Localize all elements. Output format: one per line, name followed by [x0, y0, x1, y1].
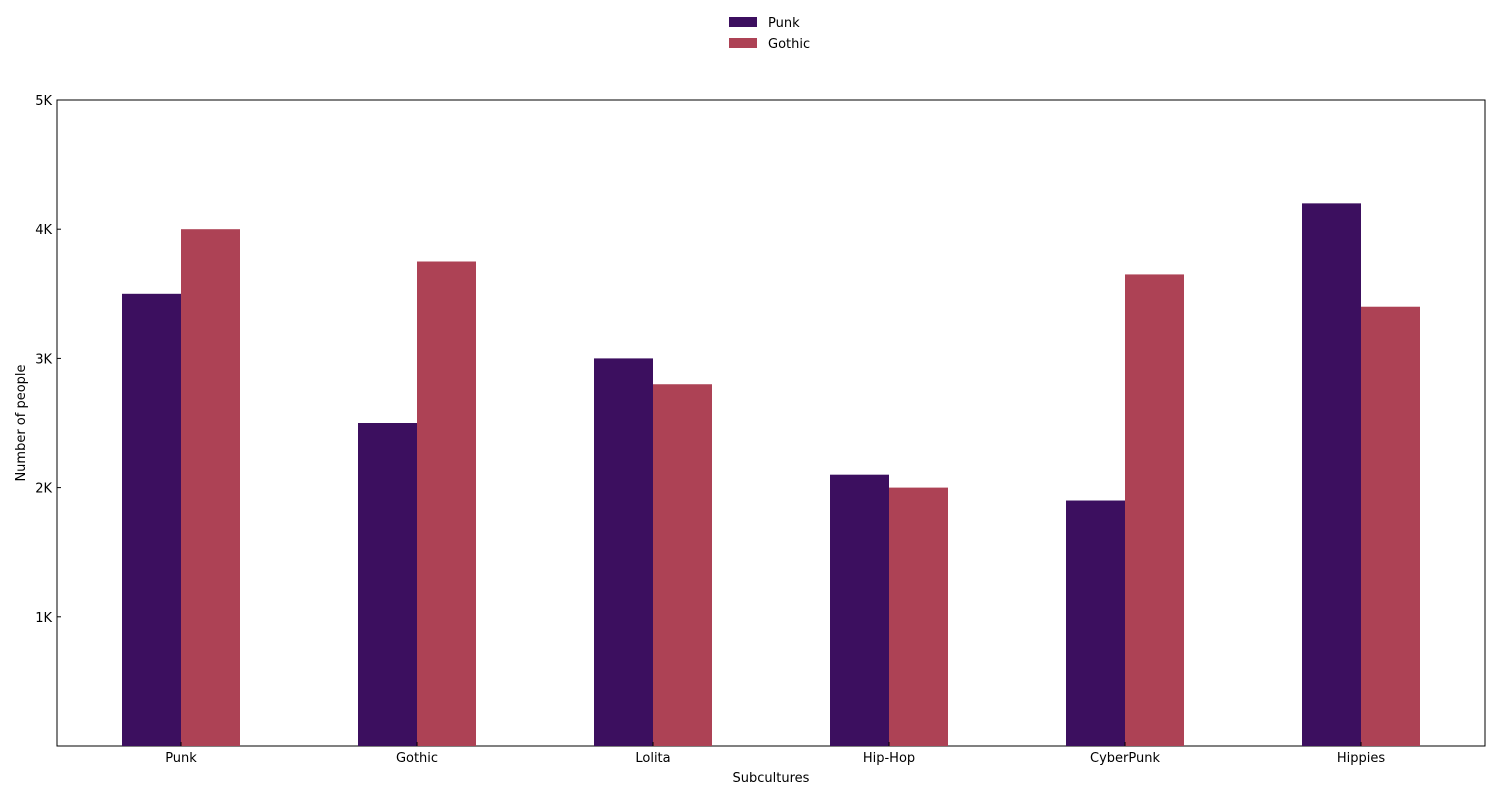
- y-axis-ticks: 1K 2K 3K 4K 5K: [35, 94, 61, 626]
- x-tick-label: Gothic: [396, 751, 438, 766]
- x-tick-label: CyberPunk: [1090, 751, 1160, 766]
- y-tick-label: 5K: [35, 94, 52, 109]
- x-tick-label: Lolita: [635, 751, 670, 766]
- legend-swatch-punk: [729, 17, 757, 27]
- bar-gothic-hip-hop: [889, 487, 948, 746]
- x-tick-label: Punk: [165, 751, 197, 766]
- y-tick-label: 4K: [35, 223, 52, 238]
- y-tick-label: 2K: [35, 482, 52, 497]
- y-tick-label: 3K: [35, 352, 52, 367]
- bar-punk-hip-hop: [830, 474, 889, 746]
- bar-gothic-punk: [181, 229, 240, 746]
- plot-area: [56, 99, 1486, 747]
- bar-punk-hippies: [1302, 203, 1361, 747]
- bar-gothic-gothic: [417, 261, 476, 746]
- x-axis-label: Subcultures: [733, 771, 810, 786]
- legend-label-gothic: Gothic: [768, 37, 810, 52]
- bar-punk-lolita: [594, 358, 653, 746]
- x-axis-ticks: Punk Gothic Lolita Hip-Hop CyberPunk Hippies: [165, 742, 1385, 766]
- bar-punk-punk: [122, 293, 181, 746]
- legend: Punk Gothic: [729, 16, 810, 52]
- y-tick-label: 1K: [35, 611, 52, 626]
- x-tick-label: Hippies: [1337, 751, 1386, 766]
- y-axis-label: Number of people: [14, 364, 29, 481]
- bar-gothic-lolita: [653, 384, 712, 746]
- legend-label-punk: Punk: [768, 16, 800, 31]
- bar-punk-cyberpunk: [1066, 500, 1125, 746]
- bar-punk-gothic: [358, 423, 417, 746]
- bars-group: [122, 203, 1420, 747]
- legend-swatch-gothic: [729, 38, 757, 48]
- bar-gothic-cyberpunk: [1125, 274, 1184, 746]
- x-tick-label: Hip-Hop: [863, 751, 915, 766]
- bar-gothic-hippies: [1361, 306, 1420, 746]
